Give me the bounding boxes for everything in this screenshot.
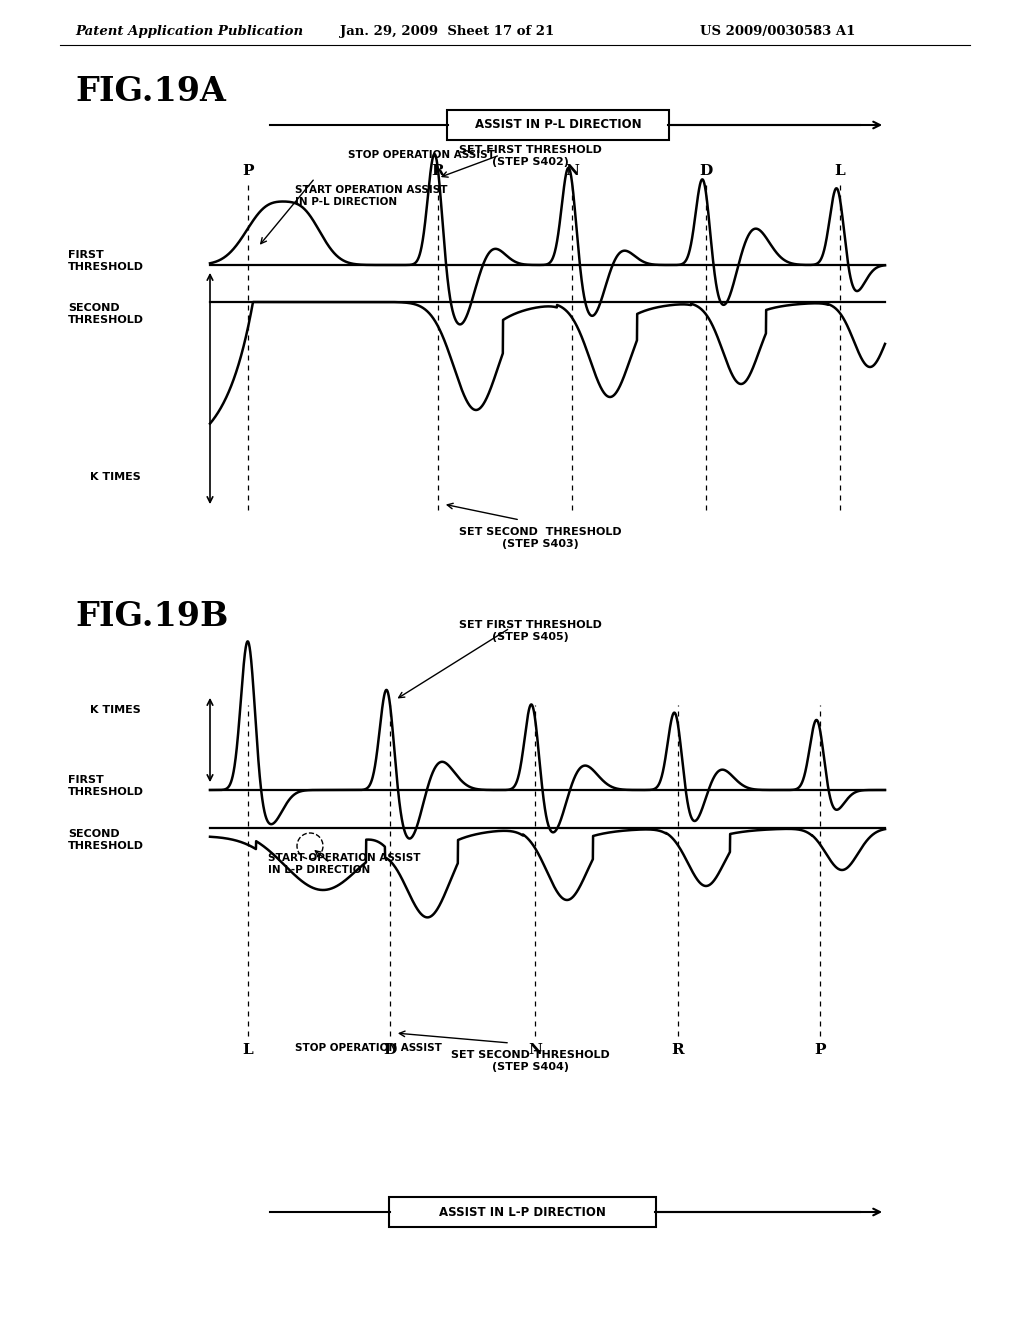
Text: R: R <box>672 1043 684 1057</box>
Text: Patent Application Publication: Patent Application Publication <box>75 25 303 38</box>
Text: STOP OPERATION ASSIST: STOP OPERATION ASSIST <box>348 150 495 160</box>
Text: P: P <box>243 164 254 178</box>
Text: ASSIST IN P-L DIRECTION: ASSIST IN P-L DIRECTION <box>475 119 641 132</box>
Text: FIG.19A: FIG.19A <box>75 75 226 108</box>
FancyBboxPatch shape <box>389 1197 656 1228</box>
Text: K TIMES: K TIMES <box>90 705 140 715</box>
Text: FIRST
THRESHOLD: FIRST THRESHOLD <box>68 251 144 272</box>
Text: ASSIST IN L-P DIRECTION: ASSIST IN L-P DIRECTION <box>439 1205 606 1218</box>
Text: SECOND
THRESHOLD: SECOND THRESHOLD <box>68 304 144 325</box>
FancyBboxPatch shape <box>447 110 669 140</box>
Text: SET FIRST THRESHOLD
(STEP S405): SET FIRST THRESHOLD (STEP S405) <box>459 620 601 642</box>
Text: L: L <box>835 164 846 178</box>
Text: STOP OPERATION ASSIST: STOP OPERATION ASSIST <box>295 1043 442 1053</box>
Text: Jan. 29, 2009  Sheet 17 of 21: Jan. 29, 2009 Sheet 17 of 21 <box>340 25 554 38</box>
Text: SECOND
THRESHOLD: SECOND THRESHOLD <box>68 829 144 851</box>
Text: SET SECOND THRESHOLD
(STEP S404): SET SECOND THRESHOLD (STEP S404) <box>451 1049 609 1072</box>
Text: START OPERATION ASSIST
IN L-P DIRECTION: START OPERATION ASSIST IN L-P DIRECTION <box>268 853 421 875</box>
Text: L: L <box>243 1043 253 1057</box>
Text: SET FIRST THRESHOLD
(STEP S402): SET FIRST THRESHOLD (STEP S402) <box>459 145 601 166</box>
Text: FIG.19B: FIG.19B <box>75 601 228 634</box>
Text: FIRST
THRESHOLD: FIRST THRESHOLD <box>68 775 144 797</box>
Text: N: N <box>528 1043 542 1057</box>
Text: D: D <box>699 164 713 178</box>
Text: US 2009/0030583 A1: US 2009/0030583 A1 <box>700 25 855 38</box>
Text: START OPERATION ASSIST
IN P-L DIRECTION: START OPERATION ASSIST IN P-L DIRECTION <box>295 185 447 207</box>
Text: P: P <box>814 1043 825 1057</box>
Text: D: D <box>383 1043 396 1057</box>
Text: K TIMES: K TIMES <box>90 473 140 482</box>
Text: SET SECOND  THRESHOLD
(STEP S403): SET SECOND THRESHOLD (STEP S403) <box>459 527 622 549</box>
Text: R: R <box>432 164 444 178</box>
Text: N: N <box>565 164 579 178</box>
